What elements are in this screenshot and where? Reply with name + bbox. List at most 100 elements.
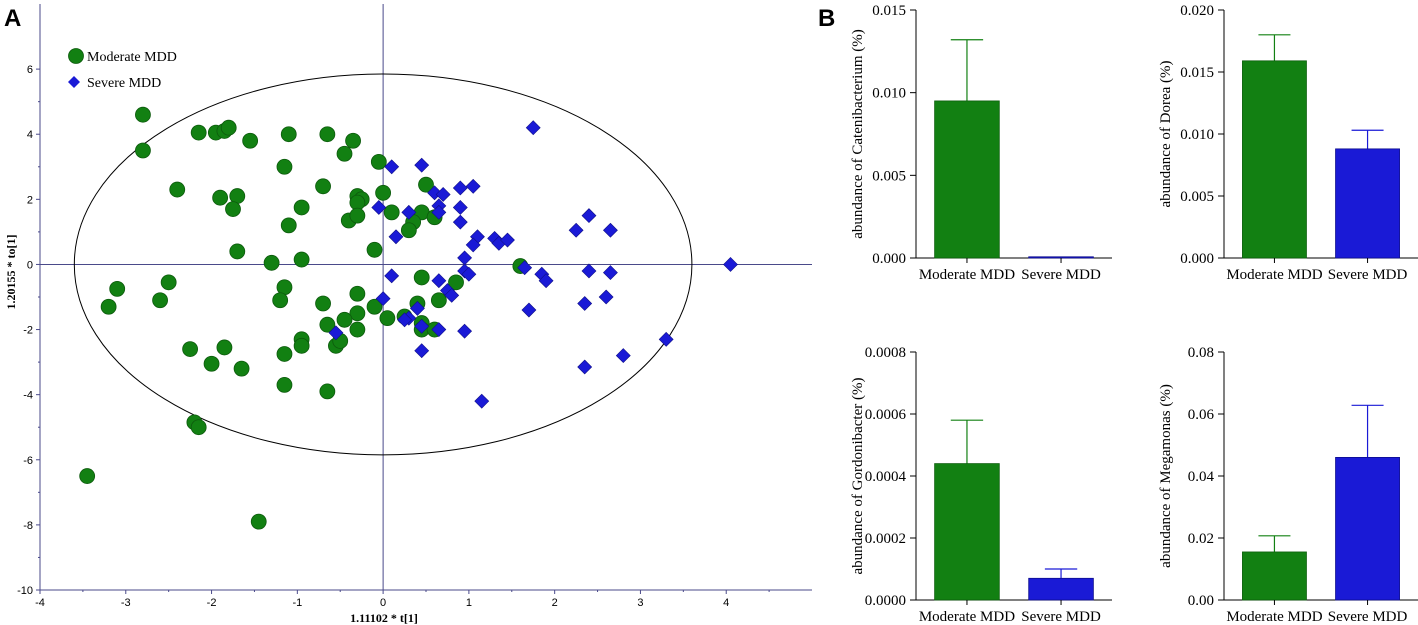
severe-point xyxy=(461,266,477,282)
severe-point xyxy=(723,257,738,272)
legend-moderate-marker xyxy=(68,48,84,64)
severe-point xyxy=(457,250,473,266)
moderate-point xyxy=(366,298,383,315)
bar-y-tick-label: 0.005 xyxy=(1180,189,1214,205)
severe-point xyxy=(414,157,430,173)
moderate-point xyxy=(336,311,353,328)
severe-point xyxy=(384,159,400,175)
bar-y-tick-label: 0.000 xyxy=(872,251,906,267)
severe-point xyxy=(465,237,481,253)
moderate-point xyxy=(225,201,241,218)
moderate-point xyxy=(276,376,293,393)
severe-point xyxy=(457,323,473,339)
moderate-point xyxy=(135,142,151,159)
moderate-point xyxy=(349,207,366,224)
bar-y-tick-label: 0.020 xyxy=(1180,3,1214,19)
severe-point xyxy=(397,312,412,328)
x-tick-label: -2 xyxy=(207,597,217,609)
y-tick-label: 0 xyxy=(27,259,33,271)
legend-severe-label: Severe MDD xyxy=(87,76,161,91)
bar-charts: 0.000 0.005 0.010 0.015 Moderate MDD Severe M… xyxy=(850,3,1418,625)
bar-y-tick-label: 0.010 xyxy=(1180,127,1214,143)
bar-category-label: Severe MDD xyxy=(1021,267,1101,283)
moderate-point xyxy=(169,181,186,198)
y-tick-label: -8 xyxy=(23,520,33,532)
legend-moderate-label: Moderate MDD xyxy=(87,50,177,65)
moderate-point xyxy=(315,295,331,312)
bar xyxy=(1335,456,1400,601)
severe-point xyxy=(414,343,430,359)
y-tick-label: -4 xyxy=(23,390,33,402)
moderate-point xyxy=(319,316,336,333)
severe-point xyxy=(431,322,447,337)
bar-chart-1: 0.000 0.005 0.010 0.015 Moderate MDD Severe M… xyxy=(850,3,1112,283)
severe-point xyxy=(500,232,515,248)
severe-point xyxy=(414,318,430,334)
moderate-point xyxy=(160,274,177,291)
bar-category-label: Severe MDD xyxy=(1328,609,1408,625)
severe-point xyxy=(435,187,451,202)
y-tick-label: -2 xyxy=(23,325,33,337)
panel-label-a: A xyxy=(4,5,21,32)
moderate-point xyxy=(152,292,168,309)
bar-y-tick-label: 0.02 xyxy=(1188,531,1214,547)
confidence-ellipse xyxy=(73,73,693,456)
moderate-point xyxy=(400,222,417,239)
bar-y-axis-title: abundance of Catenibacterium (%) xyxy=(850,29,866,239)
y-tick-label: 6 xyxy=(27,64,33,76)
severe-point xyxy=(525,120,541,136)
bar-y-tick-label: 0.015 xyxy=(872,3,906,19)
bar-category-label: Moderate MDD xyxy=(1226,267,1322,283)
moderate-point xyxy=(276,158,293,175)
bar-category-label: Moderate MDD xyxy=(919,267,1015,283)
moderate-point xyxy=(383,204,400,221)
severe-point xyxy=(568,222,584,238)
bar-y-tick-label: 0.015 xyxy=(1180,65,1214,81)
moderate-point xyxy=(135,106,151,123)
bar-y-tick-label: 0.0004 xyxy=(865,469,907,485)
x-tick-label: -1 xyxy=(292,597,302,609)
severe-point xyxy=(452,180,468,196)
bar-category-label: Moderate MDD xyxy=(919,609,1015,625)
moderate-point xyxy=(379,310,396,327)
bar-category-label: Severe MDD xyxy=(1021,609,1101,625)
bar-y-tick-label: 0.010 xyxy=(872,86,906,102)
y-axis-title: 1.20155 * to[1] xyxy=(4,235,18,310)
x-tick-label: 1 xyxy=(466,597,472,609)
severe-point xyxy=(521,302,537,318)
moderate-point xyxy=(276,346,293,362)
severe-point xyxy=(538,273,554,289)
bar-y-axis-title: abundance of Dorea (%) xyxy=(1158,60,1174,207)
severe-point xyxy=(465,178,481,194)
y-tick-label: 4 xyxy=(27,129,33,141)
bar-y-tick-label: 0.04 xyxy=(1188,469,1215,485)
bar-y-tick-label: 0.0008 xyxy=(865,345,906,361)
legend-severe-marker xyxy=(68,76,80,88)
moderate-point xyxy=(280,126,297,143)
severe-point xyxy=(375,291,391,307)
moderate-point xyxy=(349,305,366,322)
moderate-point xyxy=(366,241,383,258)
moderate-point xyxy=(280,217,297,234)
x-tick-label: 0 xyxy=(380,597,386,609)
severe-point xyxy=(388,229,404,245)
severe-point xyxy=(401,204,417,220)
x-axis-title: 1.11102 * t[1] xyxy=(350,611,418,625)
moderate-point xyxy=(190,419,207,436)
moderate-point xyxy=(349,285,366,302)
bar-y-tick-label: 0.06 xyxy=(1188,407,1215,423)
severe-point xyxy=(452,200,468,215)
moderate-point xyxy=(212,189,229,206)
severe-point xyxy=(602,265,618,281)
bar xyxy=(1242,60,1307,259)
severe-point xyxy=(328,325,344,341)
bar-category-label: Severe MDD xyxy=(1328,267,1408,283)
moderate-point xyxy=(336,145,353,162)
bar-y-axis-title: abundance of Gordonibacter (%) xyxy=(850,378,866,575)
severe-point xyxy=(444,287,460,303)
severe-point xyxy=(577,359,593,375)
moderate-point xyxy=(79,468,96,484)
bar-y-tick-label: 0.000 xyxy=(1180,251,1214,267)
moderate-point xyxy=(220,119,237,136)
bar-y-axis-title: abundance of Megamonas (%) xyxy=(1158,384,1174,568)
